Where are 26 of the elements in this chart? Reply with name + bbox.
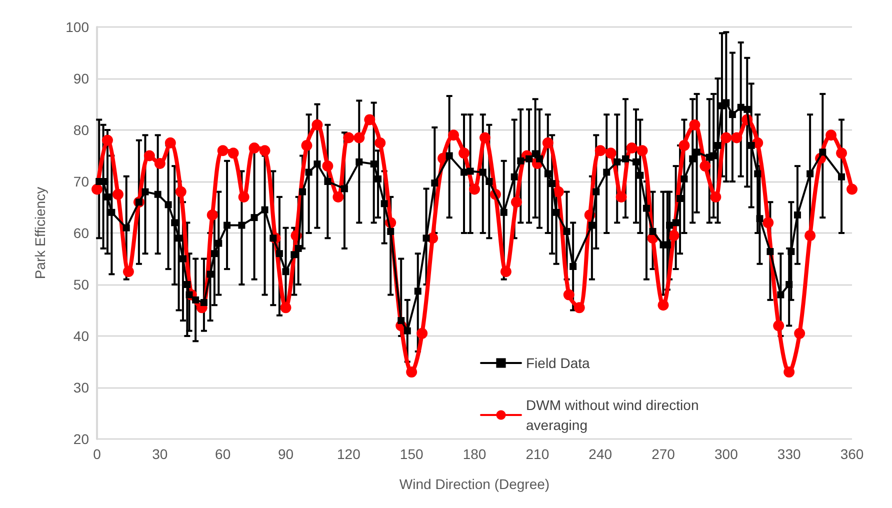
x-tick-label: 180 — [462, 446, 486, 462]
y-tick-label: 30 — [73, 380, 90, 396]
y-tick-label: 80 — [73, 122, 90, 138]
x-tick-label: 150 — [400, 446, 424, 462]
y-tick-label: 50 — [73, 276, 90, 292]
x-tick-label: 60 — [215, 446, 231, 462]
x-axis-title: Wind Direction (Degree) — [399, 476, 550, 492]
x-tick-label: 330 — [777, 446, 801, 462]
y-axis-title: Park Efficiency — [32, 186, 48, 280]
y-tick-label: 20 — [73, 431, 90, 447]
y-tick-label: 60 — [73, 225, 90, 241]
x-tick-label: 360 — [840, 446, 864, 462]
x-tick-label: 210 — [526, 446, 550, 462]
x-tick-label: 300 — [714, 446, 738, 462]
x-tick-label: 270 — [652, 446, 676, 462]
y-tick-label: 40 — [73, 328, 90, 344]
x-tick-label: 90 — [278, 446, 294, 462]
x-tick-label: 30 — [152, 446, 168, 462]
legend-label: Field Data — [526, 355, 590, 371]
y-tick-label: 100 — [66, 19, 90, 35]
x-tick-label: 240 — [588, 446, 612, 462]
x-tick-label: 0 — [93, 446, 102, 462]
x-tick-label: 120 — [336, 446, 361, 462]
legend-label: DWM without wind direction averaging — [526, 397, 699, 433]
y-tick-label: 90 — [73, 70, 90, 86]
y-tick-label: 70 — [73, 174, 90, 190]
